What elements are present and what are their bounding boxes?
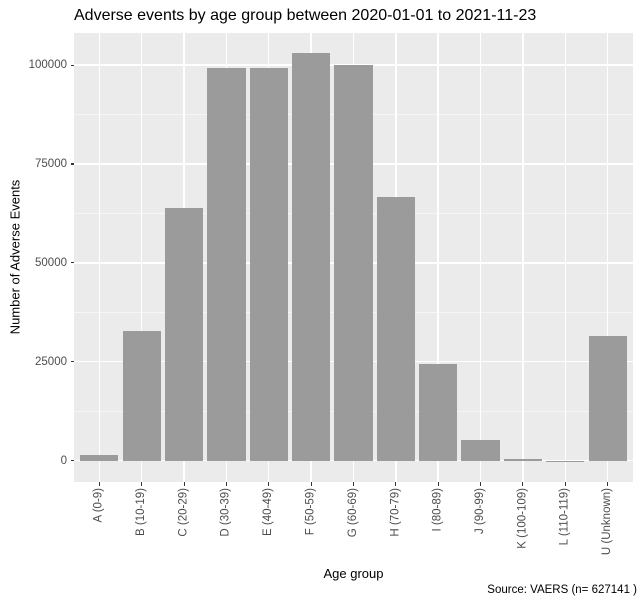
- x-gridline: [606, 33, 609, 482]
- bar: [80, 455, 119, 461]
- x-gridline: [479, 33, 482, 482]
- x-tick: [353, 482, 355, 486]
- bar: [503, 459, 542, 461]
- y-tick-label: 75000: [35, 157, 67, 170]
- x-tick-label-text: H (70-79): [389, 488, 402, 537]
- x-tick: [607, 482, 609, 486]
- bar: [122, 330, 161, 461]
- x-tick-label-text: U (Unknown): [601, 488, 614, 556]
- bar: [461, 439, 500, 461]
- x-tick: [437, 482, 439, 486]
- x-tick: [395, 482, 397, 486]
- x-tick: [268, 482, 270, 486]
- x-gridline: [141, 33, 143, 482]
- x-gridline: [98, 33, 101, 482]
- y-tick: [70, 361, 74, 363]
- bar: [292, 53, 331, 461]
- x-tick-label-text: E (40-49): [262, 488, 275, 536]
- x-tick-label-text: J (90-99): [474, 488, 487, 535]
- x-tick-label-text: L (110-119): [558, 488, 571, 546]
- x-gridline: [437, 33, 439, 482]
- chart-title: Adverse events by age group between 2020…: [74, 7, 537, 24]
- y-axis-title-text: Number of Adverse Events: [7, 179, 23, 335]
- x-tick-label-text: D (30-39): [219, 488, 232, 537]
- bar: [165, 208, 204, 461]
- x-gridline: [522, 33, 524, 482]
- chart-caption: Source: VAERS (n= 627141 ): [487, 584, 637, 596]
- bar: [334, 65, 373, 461]
- plot-panel: [74, 33, 633, 482]
- x-tick-label-text: C (20-29): [177, 488, 190, 537]
- x-tick-label-text: B (10-19): [135, 488, 148, 536]
- x-tick-label-text: A (0-9): [92, 488, 105, 523]
- y-tick: [70, 262, 74, 264]
- x-tick-label-text: G (60-69): [347, 488, 359, 538]
- bar: [588, 336, 627, 461]
- x-tick-label-text: I (80-89): [431, 488, 444, 532]
- x-tick: [564, 482, 566, 486]
- bar: [207, 67, 246, 461]
- bar: [249, 68, 288, 461]
- y-tick: [70, 163, 74, 165]
- x-tick: [183, 482, 185, 486]
- y-tick-label: 100000: [28, 59, 67, 72]
- x-tick-label-text: K (100-109): [516, 488, 529, 549]
- x-tick: [98, 482, 100, 486]
- y-tick: [70, 64, 74, 66]
- bar: [546, 460, 585, 462]
- x-tick: [522, 482, 524, 486]
- y-tick-label: 50000: [35, 256, 67, 269]
- y-tick-label: 25000: [35, 355, 67, 368]
- x-tick-label-text: F (50-59): [304, 488, 317, 536]
- y-tick: [70, 460, 74, 462]
- bar: [376, 196, 415, 461]
- x-gridline: [564, 33, 566, 482]
- x-tick: [141, 482, 143, 486]
- x-tick: [225, 482, 228, 486]
- bar: [419, 363, 458, 461]
- x-axis-title: Age group: [323, 566, 384, 581]
- x-tick: [480, 482, 482, 486]
- y-tick-label: 0: [60, 454, 67, 467]
- x-tick: [310, 482, 312, 486]
